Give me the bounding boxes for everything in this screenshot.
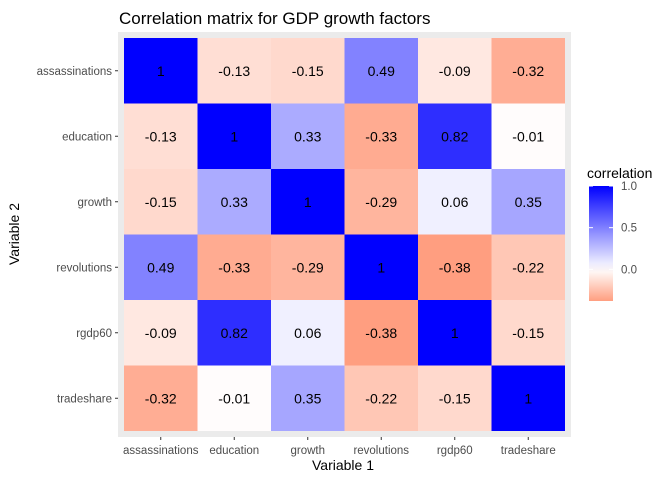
cell-value-label: 0.82 — [441, 128, 468, 144]
heatmap-cell — [124, 234, 198, 300]
heatmap-cell — [124, 300, 198, 366]
cell-value-label: -0.22 — [365, 390, 397, 406]
cell-value-label: 1 — [451, 325, 459, 341]
heatmap-cell — [124, 38, 198, 104]
x-axis-title: Variable 1 — [312, 457, 374, 473]
cell-value-label: 1 — [157, 63, 165, 79]
heatmap-cell — [418, 169, 492, 235]
y-axis-title: Variable 2 — [6, 203, 22, 265]
heatmap-cell — [418, 300, 492, 366]
heatmap-cell — [124, 169, 198, 235]
cell-value-label: -0.33 — [365, 128, 397, 144]
cell-value-label: 0.33 — [294, 128, 321, 144]
heatmap-cell — [491, 234, 565, 300]
legend-tick-label: 0.5 — [621, 223, 637, 235]
cell-value-label: 0.35 — [515, 194, 542, 210]
heatmap-cell — [271, 103, 345, 169]
heatmap-cell — [344, 234, 418, 300]
legend-tick-label: 1.0 — [621, 181, 637, 193]
heatmap-cell — [344, 103, 418, 169]
cell-value-label: -0.15 — [439, 390, 471, 406]
heatmap-cell — [344, 169, 418, 235]
heatmap-cell — [418, 234, 492, 300]
cell-value-label: 1 — [304, 194, 312, 210]
heatmap-cell — [271, 300, 345, 366]
cell-value-label: -0.09 — [145, 325, 177, 341]
cell-value-label: 0.49 — [147, 259, 174, 275]
legend-colorbar — [589, 186, 613, 301]
cell-value-label: -0.29 — [365, 194, 397, 210]
heatmap-cell — [344, 300, 418, 366]
x-tick-label: revolutions — [353, 445, 409, 457]
cell-value-label: -0.13 — [218, 63, 250, 79]
heatmap-cell — [418, 38, 492, 104]
cell-value-label: -0.22 — [512, 259, 544, 275]
cell-value-label: 0.33 — [221, 194, 248, 210]
y-tick-label: growth — [77, 197, 112, 209]
heatmap-cell — [344, 365, 418, 431]
cell-value-label: 0.06 — [441, 194, 468, 210]
cell-value-label: -0.32 — [512, 63, 544, 79]
heatmap-cell — [197, 38, 271, 104]
heatmap-cell — [197, 103, 271, 169]
y-tick-label: revolutions — [56, 262, 112, 274]
y-tick-label: tradeshare — [57, 393, 112, 405]
heatmap-cell — [491, 103, 565, 169]
cell-value-label: -0.15 — [145, 194, 177, 210]
cell-value-label: 0.06 — [294, 325, 321, 341]
y-tick-label: rgdp60 — [76, 328, 112, 340]
cell-value-label: 0.82 — [221, 325, 248, 341]
heatmap-cell — [491, 365, 565, 431]
x-tick-label: assassinations — [123, 445, 199, 457]
cell-value-label: -0.13 — [145, 128, 177, 144]
x-tick-label: education — [209, 445, 259, 457]
cell-value-label: -0.32 — [145, 390, 177, 406]
legend-tick-label: 0.0 — [621, 264, 637, 276]
cell-value-label: -0.01 — [218, 390, 250, 406]
heatmap-cell — [197, 300, 271, 366]
legend-title: correlation — [587, 165, 652, 181]
cell-value-label: -0.38 — [439, 259, 471, 275]
heatmap-cell — [271, 234, 345, 300]
heatmap-cell — [271, 365, 345, 431]
heatmap-cell — [491, 300, 565, 366]
heatmap-cell — [197, 169, 271, 235]
heatmap-cell — [197, 234, 271, 300]
cell-value-label: -0.38 — [365, 325, 397, 341]
heatmap-cell — [418, 103, 492, 169]
heatmap-cell — [418, 365, 492, 431]
cell-value-label: -0.15 — [512, 325, 544, 341]
heatmap-cell — [491, 38, 565, 104]
cell-value-label: 0.35 — [294, 390, 321, 406]
chart-title: Correlation matrix for GDP growth factor… — [119, 9, 430, 28]
heatmap-cell — [271, 169, 345, 235]
y-tick-label: assassinations — [37, 66, 113, 78]
cell-value-label: 1 — [524, 390, 532, 406]
heatmap-cell — [344, 38, 418, 104]
heatmap-cell — [124, 365, 198, 431]
cell-value-label: -0.15 — [292, 63, 324, 79]
cell-value-label: -0.33 — [218, 259, 250, 275]
x-tick-label: rgdp60 — [437, 445, 473, 457]
cell-value-label: -0.09 — [439, 63, 471, 79]
heatmap-cell — [197, 365, 271, 431]
heatmap-cell — [491, 169, 565, 235]
x-tick-label: tradeshare — [501, 445, 556, 457]
cell-value-label: -0.01 — [512, 128, 544, 144]
cell-value-label: 1 — [377, 259, 385, 275]
heatmap-cell — [271, 38, 345, 104]
cell-value-label: -0.29 — [292, 259, 324, 275]
x-tick-label: growth — [290, 445, 325, 457]
cell-value-label: 1 — [230, 128, 238, 144]
y-tick-label: education — [62, 131, 112, 143]
cell-value-label: 0.49 — [368, 63, 395, 79]
heatmap-cell — [124, 103, 198, 169]
